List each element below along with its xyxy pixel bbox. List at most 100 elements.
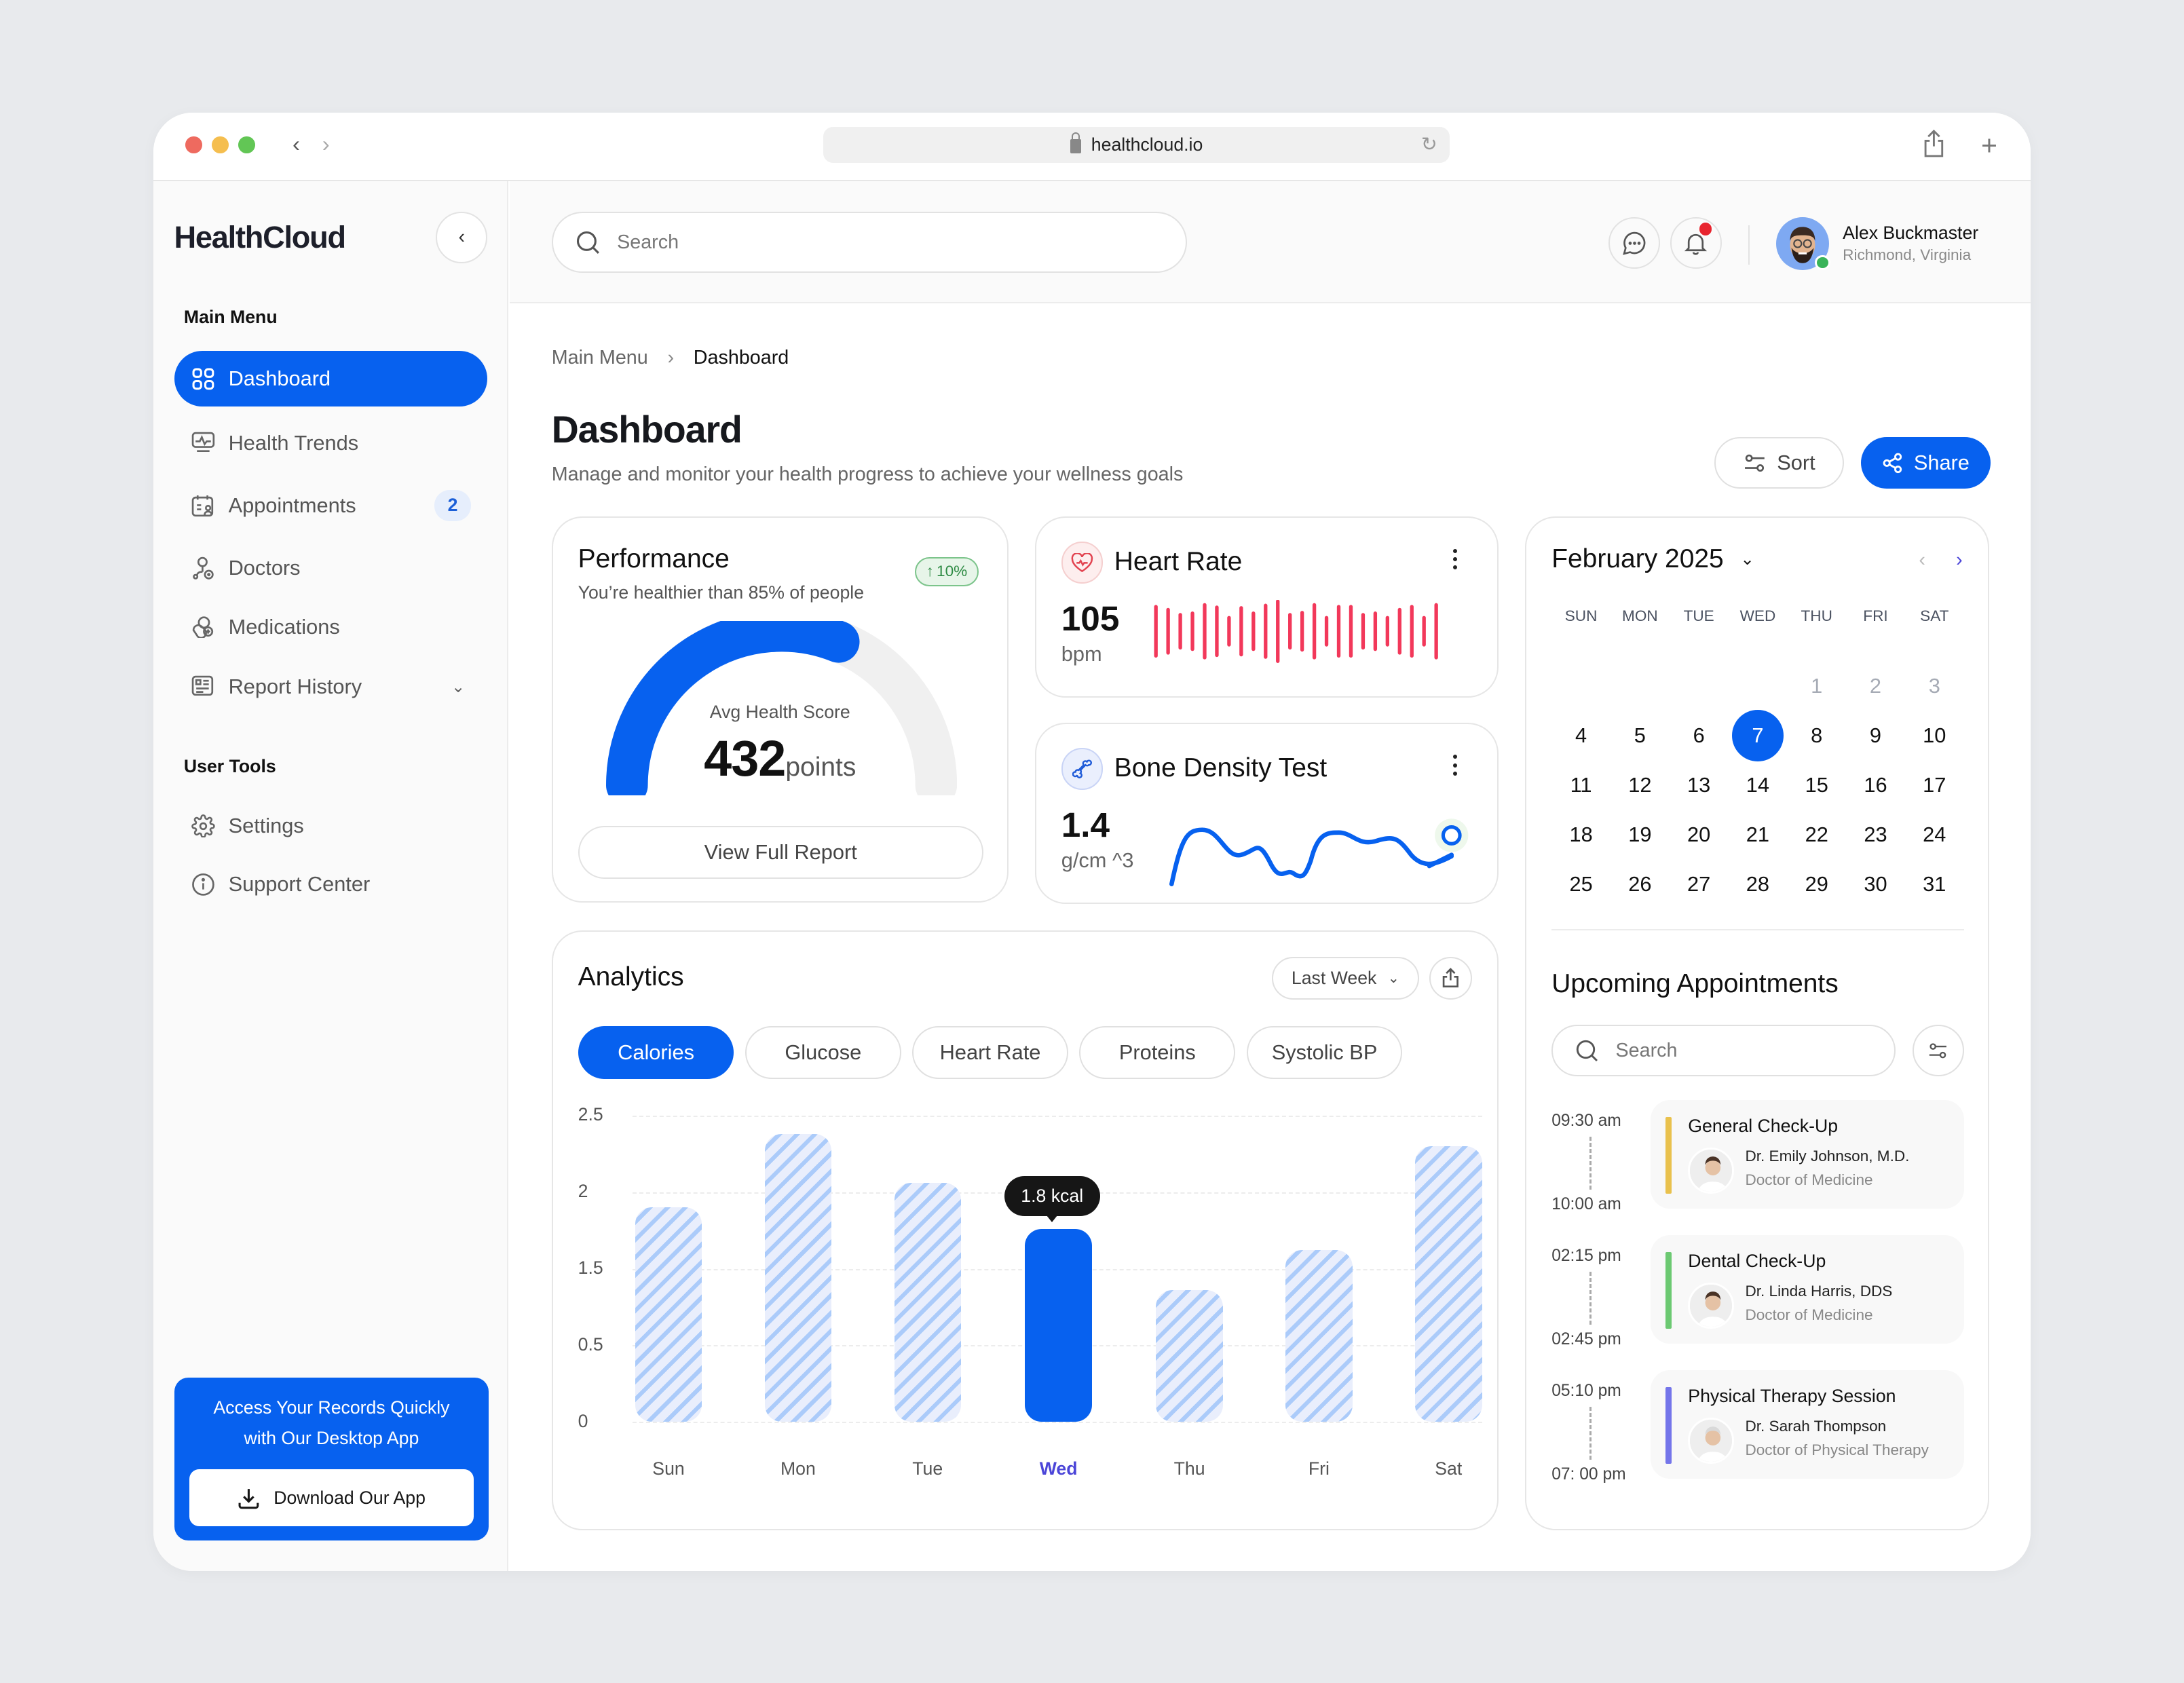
tab-systolic-bp[interactable]: Systolic BP — [1246, 1026, 1403, 1080]
bar-mon[interactable] — [764, 1133, 832, 1422]
new-tab-icon[interactable]: + — [1981, 129, 1997, 161]
breadcrumb-main-menu[interactable]: Main Menu — [551, 347, 648, 369]
calendar-day[interactable]: 25 — [1569, 871, 1593, 896]
appointment-card[interactable]: General Check-Up Dr. Emily Johnson, M.D.… — [1650, 1100, 1964, 1209]
sidebar-item-settings[interactable]: Settings — [174, 798, 488, 854]
calendar-day[interactable]: 31 — [1923, 871, 1946, 896]
calendar-day[interactable]: 15 — [1805, 772, 1828, 797]
health-score-gauge — [605, 621, 957, 795]
user-avatar[interactable] — [1775, 217, 1829, 271]
appointments-search-input[interactable]: Search — [1615, 1039, 1678, 1061]
calendar-day[interactable]: 8 — [1811, 723, 1823, 748]
calendar-day[interactable]: 17 — [1923, 772, 1946, 797]
prev-month-icon[interactable]: ‹ — [1919, 548, 1925, 571]
tab-glucose[interactable]: Glucose — [745, 1026, 901, 1080]
time-connector — [1589, 1406, 1592, 1460]
appointment-item[interactable]: 05:10 pm 07: 00 pm Physical Therapy Sess… — [1551, 1370, 1964, 1493]
calendar-day[interactable]: 3 — [1928, 674, 1940, 698]
grid-icon — [191, 366, 216, 392]
appointment-card[interactable]: Dental Check-Up Dr. Linda Harris, DDS Do… — [1650, 1235, 1964, 1344]
bar-wed[interactable] — [1025, 1228, 1092, 1422]
tab-proteins[interactable]: Proteins — [1079, 1026, 1236, 1080]
calendar-day[interactable]: 13 — [1687, 772, 1711, 797]
bar-sun[interactable] — [635, 1207, 702, 1422]
download-icon — [238, 1488, 259, 1509]
calendar-day[interactable]: 20 — [1687, 822, 1711, 846]
calendar-day[interactable]: 14 — [1746, 772, 1770, 797]
bar-thu[interactable] — [1156, 1290, 1223, 1422]
next-month-icon[interactable]: › — [1956, 548, 1963, 571]
appointment-item[interactable]: 02:15 pm 02:45 pm Dental Check-Up Dr. Li… — [1551, 1235, 1964, 1358]
doctor-role: Doctor of Medicine — [1745, 1171, 1873, 1188]
heart-rate-more-icon[interactable] — [1452, 548, 1458, 574]
maximize-window-button[interactable] — [238, 136, 255, 153]
global-search[interactable]: Search — [551, 211, 1187, 273]
bar-sat[interactable] — [1415, 1146, 1482, 1422]
sidebar-item-appointments[interactable]: Appointments 2 — [174, 478, 488, 533]
appointments-search[interactable]: Search — [1551, 1025, 1896, 1077]
bar-tue[interactable] — [894, 1183, 961, 1422]
collapse-sidebar-button[interactable]: ‹ — [436, 211, 488, 263]
export-button[interactable] — [1429, 956, 1473, 1000]
chevron-down-icon[interactable]: ⌄ — [451, 677, 466, 696]
forward-arrow-icon[interactable]: › — [322, 130, 330, 156]
reload-icon[interactable]: ↻ — [1420, 133, 1437, 155]
sidebar-item-doctors[interactable]: Doctors — [174, 540, 488, 596]
chevron-down-icon: ⌄ — [1387, 970, 1399, 987]
sidebar-item-support-center[interactable]: Support Center — [174, 856, 488, 912]
sidebar-item-medications[interactable]: Medications — [174, 599, 488, 654]
notifications-button[interactable] — [1670, 217, 1722, 269]
calendar-day[interactable]: 29 — [1805, 871, 1828, 896]
appointment-card[interactable]: Physical Therapy Session Dr. Sarah Thomp… — [1650, 1370, 1964, 1479]
calendar-day[interactable]: 30 — [1864, 871, 1887, 896]
search-input[interactable]: Search — [617, 231, 679, 253]
calendar-day[interactable]: 10 — [1923, 723, 1946, 748]
browser-share-icon[interactable] — [1923, 129, 1945, 164]
calendar-day[interactable]: 1 — [1811, 674, 1823, 698]
view-full-report-button[interactable]: View Full Report — [578, 825, 983, 879]
calendar-day[interactable]: 27 — [1687, 871, 1711, 896]
sidebar-item-dashboard[interactable]: Dashboard — [174, 351, 488, 407]
time-connector — [1589, 1271, 1592, 1325]
calendar-day[interactable]: 9 — [1869, 723, 1882, 748]
messages-button[interactable] — [1608, 217, 1661, 269]
minimize-window-button[interactable] — [211, 136, 229, 153]
calendar-day[interactable]: 11 — [1570, 772, 1592, 797]
calendar-month-select[interactable]: February 2025 ⌄ — [1551, 544, 1754, 574]
calendar-day[interactable]: 22 — [1805, 822, 1828, 846]
appointment-item[interactable]: 09:30 am 10:00 am General Check-Up Dr. E… — [1551, 1100, 1964, 1223]
calendar-day[interactable]: 19 — [1628, 822, 1652, 846]
download-app-button[interactable]: Download Our App — [189, 1469, 474, 1527]
calendar-day[interactable]: 24 — [1923, 822, 1946, 846]
calendar-day-selected[interactable]: 7 — [1729, 710, 1788, 761]
weekday-label: MON — [1622, 607, 1658, 624]
tab-calories[interactable]: Calories — [578, 1026, 734, 1080]
calendar-day[interactable]: 16 — [1864, 772, 1887, 797]
calendar-day[interactable]: 5 — [1634, 723, 1646, 748]
search-icon — [1576, 1040, 1598, 1061]
range-select[interactable]: Last Week ⌄ — [1271, 956, 1420, 1000]
calendar-day[interactable]: 28 — [1746, 871, 1770, 896]
close-window-button[interactable] — [185, 136, 202, 153]
sidebar-item-report-history[interactable]: Report History ⌄ — [174, 659, 488, 715]
calendar-day[interactable]: 2 — [1869, 674, 1882, 698]
sidebar-item-health-trends[interactable]: Health Trends — [174, 415, 488, 471]
appointments-filter-button[interactable] — [1912, 1025, 1964, 1077]
stethoscope-icon — [191, 556, 216, 581]
breadcrumb: Main Menu › Dashboard — [552, 347, 789, 369]
calendar-day[interactable]: 12 — [1628, 772, 1652, 797]
calendar-day[interactable]: 21 — [1746, 822, 1770, 846]
bone-density-more-icon[interactable] — [1452, 755, 1458, 780]
calendar-day[interactable]: 23 — [1864, 822, 1887, 846]
tab-heart-rate[interactable]: Heart Rate — [912, 1026, 1068, 1080]
calendar-day[interactable]: 6 — [1693, 723, 1705, 748]
sort-button[interactable]: Sort — [1714, 437, 1845, 489]
back-arrow-icon[interactable]: ‹ — [292, 130, 300, 156]
bar-fri[interactable] — [1285, 1250, 1353, 1422]
address-bar[interactable]: healthcloud.io ↻ — [823, 126, 1450, 164]
doctor-name: Dr. Sarah Thompson — [1745, 1418, 1887, 1435]
share-button[interactable]: Share — [1860, 437, 1991, 489]
calendar-day[interactable]: 26 — [1628, 871, 1652, 896]
calendar-day[interactable]: 18 — [1569, 822, 1593, 846]
calendar-day[interactable]: 4 — [1575, 723, 1587, 748]
